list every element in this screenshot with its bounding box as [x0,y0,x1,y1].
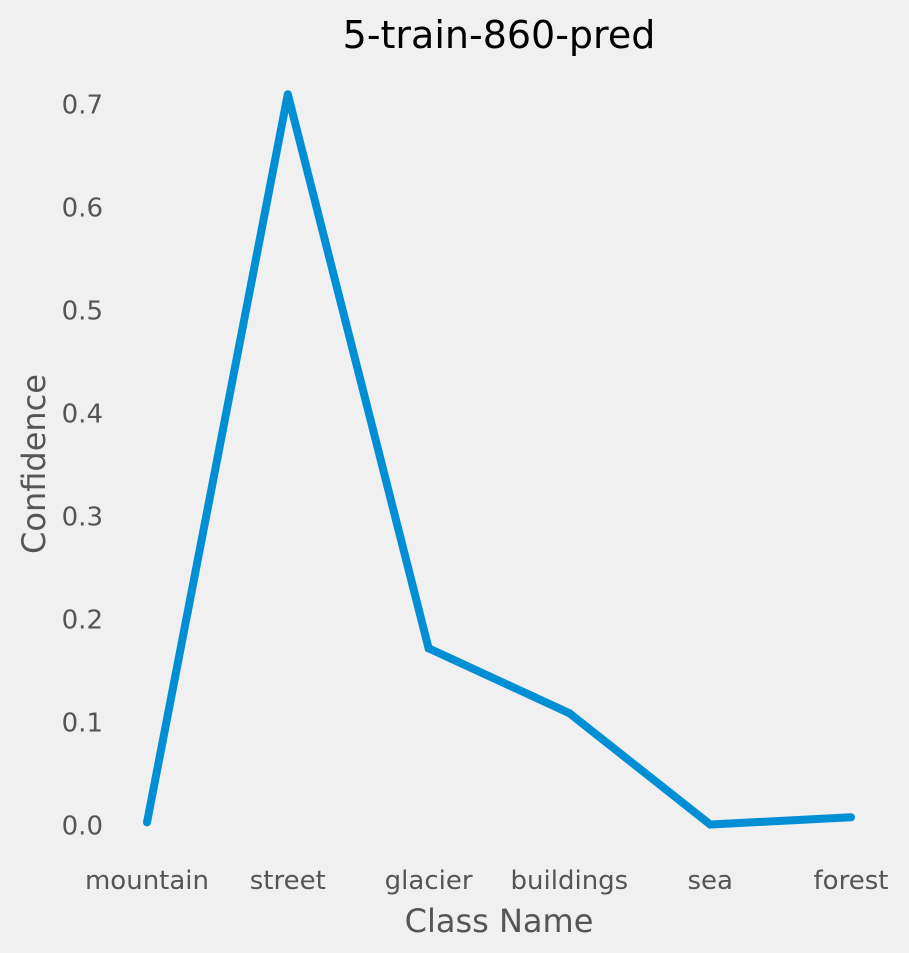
y-axis-ticks: 0.0 0.1 0.2 0.3 0.4 0.5 0.6 0.7 [62,91,103,842]
chart-title: 5-train-860-pred [343,13,656,57]
data-point-mountain [143,818,151,827]
x-axis-ticks: mountain street glacier buildings sea forest [85,866,888,896]
data-point-buildings [565,709,574,718]
data-point-sea [706,820,715,829]
x-tick-label: mountain [85,866,209,896]
data-point-street [283,90,292,99]
y-tick-label: 0.2 [62,606,103,636]
y-tick-label: 0.6 [62,194,103,224]
y-tick-label: 0.0 [62,812,103,842]
x-tick-label: street [250,866,326,896]
confidence-series-line [143,93,852,829]
y-tick-label: 0.1 [62,709,103,739]
x-tick-label: sea [687,866,732,896]
x-tick-label: forest [814,866,889,896]
y-axis-label: Confidence [15,374,53,554]
y-tick-label: 0.5 [62,297,103,327]
data-point-forest [847,813,855,822]
series-points [143,90,855,829]
x-tick-label: glacier [385,866,473,896]
x-axis-label: Class Name [405,902,594,940]
y-tick-label: 0.3 [62,503,103,533]
y-tick-label: 0.4 [62,400,103,430]
data-point-glacier [424,644,433,653]
y-tick-label: 0.7 [62,91,103,121]
x-tick-label: buildings [511,866,629,896]
